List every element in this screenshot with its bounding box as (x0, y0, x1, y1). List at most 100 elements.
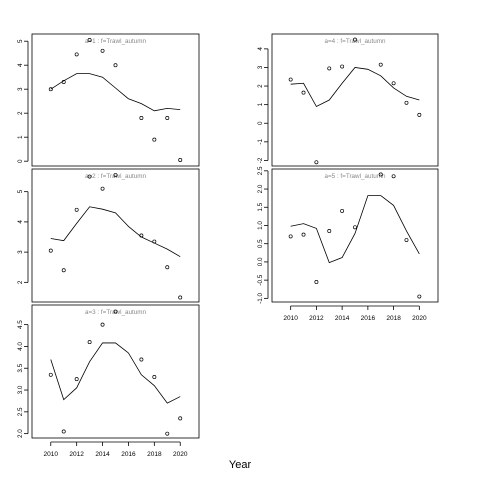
observed-point (314, 160, 319, 165)
y-tick-label: -1.0 (257, 292, 264, 303)
observed-point (314, 280, 319, 284)
y-tick-label: 2.5 (17, 407, 24, 416)
y-tick-label: 1.5 (257, 202, 264, 211)
y-tick-label: 0 (257, 121, 264, 125)
observed-point (178, 295, 183, 300)
observed-point (61, 429, 66, 434)
y-tick-label: 4 (257, 47, 264, 51)
y-tick-label: 4 (17, 220, 24, 224)
y-tick-label: 3 (257, 65, 264, 69)
observed-point (404, 100, 409, 105)
observed-point (74, 377, 79, 382)
y-tick-label: 4 (17, 63, 24, 67)
observed-point (340, 208, 345, 213)
x-tick-label: 2018 (147, 451, 162, 458)
panel-1: a=1 : f=Trawl_autumn 0 1 2 3 4 5 (17, 33, 200, 167)
y-tick-label: 2 (17, 280, 24, 284)
panel-title: a=5 : f=Trawl_autumn (324, 173, 386, 180)
observed-point (87, 38, 92, 42)
panel-5: a=3 : f=Trawl_autumn 2.0 2.5 3.0 3.5 4.0 4.5 20… (17, 304, 200, 458)
observed-point (378, 62, 383, 67)
observed-point (113, 173, 118, 177)
observed-point (178, 158, 183, 162)
y-tick-label: 4.5 (17, 320, 24, 329)
x-tick-label: 2014 (95, 451, 110, 458)
observed-point (327, 228, 332, 233)
observed-point (74, 52, 79, 57)
observed-point (61, 268, 66, 273)
y-tick-label: 2.0 (17, 429, 24, 438)
fitted-line (50, 206, 181, 258)
observed-point (165, 265, 170, 270)
observed-point (288, 234, 293, 239)
panel-frame (271, 33, 439, 167)
observed-point (100, 322, 105, 327)
y-tick-label: 5 (17, 39, 24, 43)
x-tick-label: 2014 (335, 315, 350, 322)
fitted-line (290, 67, 420, 108)
y-tick-label: 2 (17, 111, 24, 115)
observed-point (378, 172, 383, 177)
observed-point (74, 207, 79, 212)
fitted-line (50, 342, 181, 404)
panel-4: a=5 : f=Trawl_autumn -1.0 -0.5 0.0 0.5 1.0 1.5… (257, 166, 439, 304)
y-tick-label: 3 (17, 250, 24, 254)
panel-frame (31, 33, 200, 167)
y-tick-label: 3.5 (17, 363, 24, 372)
observed-point (404, 238, 409, 243)
fitted-line (50, 73, 181, 112)
x-axis-right: 2010 2012 2014 2016 2018 2020 (283, 305, 427, 322)
observed-point (301, 232, 306, 237)
observed-point (301, 90, 306, 95)
y-tick-label: 1 (17, 135, 24, 139)
y-tick-label: 0 (17, 159, 24, 163)
panel-frame (271, 168, 439, 303)
observed-point (327, 66, 332, 71)
observed-point (288, 77, 293, 82)
y-tick-label: -1 (257, 139, 264, 145)
panel-title: a=1 : f=Trawl_autumn (85, 38, 147, 45)
y-tick-label: 3.0 (17, 385, 24, 394)
observed-point (139, 116, 144, 120)
y-tick-label: 0.0 (257, 257, 264, 266)
panel-title: a=3 : f=Trawl_autumn (85, 309, 147, 316)
observed-point (87, 174, 92, 179)
observed-point (48, 248, 53, 253)
y-tick-label: -2 (257, 157, 264, 163)
observed-point (165, 431, 170, 436)
observed-point (340, 64, 345, 69)
panel-frame (31, 168, 200, 303)
observed-point (113, 63, 118, 68)
observed-point (48, 87, 53, 92)
y-tick-label: 4.0 (17, 342, 24, 351)
x-tick-label: 2012 (309, 315, 324, 322)
observed-point (113, 309, 118, 314)
y-tick-label: 5 (17, 189, 24, 193)
y-tick-label: 2.0 (257, 184, 264, 193)
x-tick-label: 2016 (361, 315, 376, 322)
x-tick-label: 2018 (386, 315, 401, 322)
y-tick-label: 3 (17, 87, 24, 91)
y-tick-label: 0.5 (257, 239, 264, 248)
x-tick-label: 2020 (412, 315, 427, 322)
x-tick-label: 2020 (173, 451, 188, 458)
observed-point (87, 340, 92, 345)
x-tick-label: 2010 (44, 451, 59, 458)
observed-point (391, 81, 396, 86)
observed-point (152, 137, 157, 142)
observed-point (139, 357, 144, 362)
observed-point (353, 225, 357, 230)
y-tick-label: 1.0 (257, 221, 264, 230)
observed-point (417, 294, 422, 299)
panel-frame (31, 304, 200, 439)
y-tick-label: -0.5 (257, 274, 264, 285)
y-tick-label: 1 (257, 102, 264, 106)
x-tick-label: 2016 (121, 451, 136, 458)
y-tick-label: 2 (257, 84, 264, 88)
observed-point (391, 174, 396, 179)
observed-point (165, 116, 170, 120)
observed-point (178, 416, 183, 421)
observed-point (100, 186, 105, 191)
